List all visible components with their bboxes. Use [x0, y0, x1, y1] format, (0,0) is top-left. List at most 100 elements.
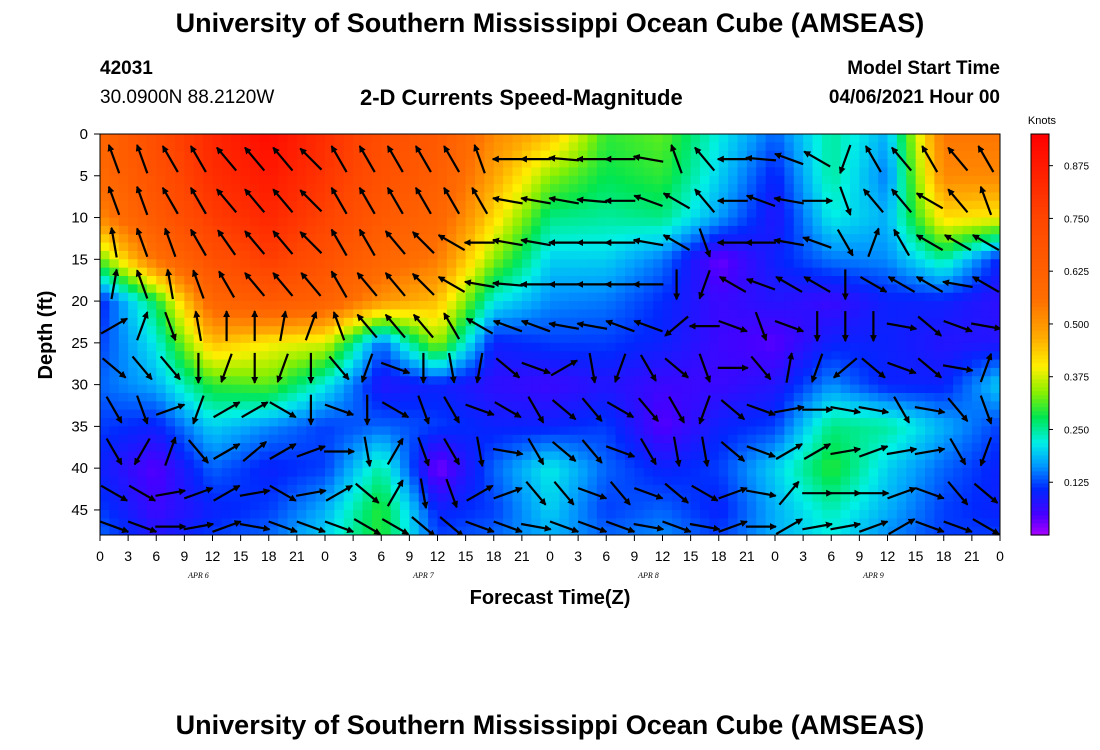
heatmap-cell — [381, 292, 392, 302]
heatmap-cell — [690, 418, 701, 427]
heatmap-cell — [643, 200, 654, 210]
heatmap-cell — [915, 267, 926, 277]
heatmap-cell — [728, 468, 739, 478]
heatmap-cell — [390, 142, 401, 152]
heatmap-cell — [128, 175, 139, 185]
heatmap-cell — [287, 317, 298, 327]
heatmap-cell — [765, 159, 776, 169]
heatmap-cell — [390, 476, 401, 486]
heatmap-cell — [475, 334, 485, 344]
heatmap-cell — [109, 451, 120, 461]
current-arrow — [269, 443, 297, 460]
heatmap-cell — [371, 459, 382, 469]
heatmap-cell — [128, 376, 139, 386]
heatmap-cell — [334, 225, 345, 235]
heatmap-cell — [793, 134, 804, 143]
heatmap-cell — [259, 217, 270, 227]
heatmap-cell — [859, 242, 870, 252]
heatmap-cell — [137, 267, 148, 277]
heatmap-cell — [737, 250, 748, 260]
heatmap-cell — [934, 209, 945, 219]
heatmap-cell — [934, 192, 945, 202]
heatmap-cell — [587, 200, 598, 210]
heatmap-cell — [878, 250, 889, 260]
heatmap-cell — [325, 167, 335, 177]
heatmap-cell — [596, 334, 607, 344]
heatmap-cell — [906, 217, 917, 227]
x-tick-label: 12 — [205, 548, 221, 564]
heatmap-cell — [540, 459, 551, 469]
heatmap-cell — [400, 351, 410, 361]
heatmap-cell — [540, 518, 551, 528]
heatmap-cell — [184, 526, 195, 535]
heatmap-cell — [803, 484, 814, 494]
heatmap-cell — [728, 301, 739, 311]
heatmap-cell — [887, 484, 898, 494]
heatmap-cell — [578, 493, 589, 503]
heatmap-cell — [503, 217, 514, 227]
heatmap-cell — [896, 200, 907, 210]
heatmap-cell — [653, 509, 664, 519]
current-arrow — [577, 487, 608, 500]
heatmap-cell — [315, 334, 326, 344]
heatmap-cell — [193, 159, 204, 169]
heatmap-cell — [728, 351, 739, 361]
heatmap-cell — [634, 351, 645, 361]
heatmap-cell — [953, 326, 964, 336]
heatmap-cell — [925, 184, 935, 194]
heatmap-cell — [175, 292, 185, 302]
heatmap-cell — [400, 225, 410, 235]
heatmap-cell — [137, 392, 148, 402]
heatmap-cell — [203, 267, 214, 277]
heatmap-cell — [756, 142, 767, 152]
heatmap-cell — [878, 376, 889, 386]
heatmap-cell — [578, 209, 589, 219]
heatmap-cell — [625, 209, 635, 219]
heatmap-cell — [203, 451, 214, 461]
heatmap-cell — [212, 326, 223, 336]
heatmap-cell — [737, 225, 748, 235]
heatmap-cell — [146, 250, 157, 260]
heatmap-cell — [634, 409, 645, 419]
heatmap-cell — [606, 367, 617, 377]
heatmap-cell — [315, 184, 326, 194]
heatmap-cell — [428, 443, 439, 453]
heatmap-cell — [175, 217, 185, 227]
heatmap-cell — [962, 501, 973, 511]
heatmap-cell — [437, 250, 448, 260]
heatmap-cell — [146, 342, 157, 352]
heatmap-cell — [756, 518, 767, 528]
heatmap-cell — [175, 284, 185, 294]
heatmap-cell — [193, 292, 204, 302]
heatmap-cell — [343, 217, 354, 227]
heatmap-cell — [193, 476, 204, 486]
heatmap-cell — [803, 267, 814, 277]
heatmap-cell — [343, 351, 354, 361]
heatmap-cell — [700, 334, 710, 344]
heatmap-cell — [165, 392, 176, 402]
heatmap-cell — [109, 384, 120, 394]
heatmap-cell — [681, 476, 692, 486]
heatmap-cell — [953, 359, 964, 369]
heatmap-cell — [784, 209, 795, 219]
heatmap-cell — [859, 493, 870, 503]
heatmap-cell — [953, 200, 964, 210]
current-arrow — [720, 399, 746, 421]
heatmap-cell — [503, 459, 514, 469]
heatmap-cell — [709, 276, 720, 285]
heatmap-cell — [746, 426, 757, 436]
heatmap-cell — [437, 200, 448, 210]
heatmap-cell — [268, 301, 279, 311]
heatmap-cell — [971, 484, 982, 494]
heatmap-cell — [418, 434, 429, 444]
heatmap-cell — [671, 342, 682, 352]
heatmap-cell — [559, 150, 570, 160]
heatmap-cell — [971, 267, 982, 277]
heatmap-cell — [175, 418, 185, 427]
heatmap-cell — [793, 309, 804, 319]
heatmap-cell — [615, 526, 626, 535]
heatmap-cell — [971, 426, 982, 436]
current-arrow — [581, 439, 603, 464]
heatmap-cell — [118, 451, 129, 461]
heatmap-cell — [868, 159, 879, 169]
